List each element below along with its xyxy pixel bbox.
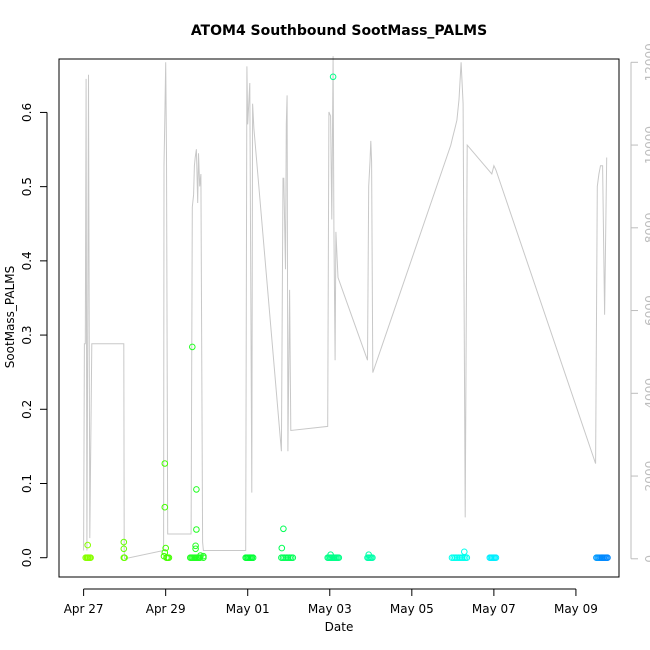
x-tick-label: May 01 — [226, 602, 270, 616]
data-point — [192, 542, 199, 550]
data-point — [329, 73, 337, 81]
chart-title: ATOM4 Southbound SootMass_PALMS — [191, 23, 487, 39]
data-point — [492, 554, 500, 562]
y-axis-label: SootMass_PALMS — [3, 266, 17, 369]
data-point — [189, 343, 196, 351]
y2-tick-label: 0 — [643, 555, 650, 563]
x-tick-label: May 05 — [390, 602, 434, 616]
y2-tick-label: 10000 — [643, 126, 650, 164]
data-point — [604, 554, 611, 562]
plot-frame — [58, 58, 620, 578]
y2-tick-label: 6000 — [643, 295, 650, 326]
y-tick-label: 0.5 — [20, 177, 34, 196]
data-point — [162, 544, 169, 552]
data-point — [165, 554, 173, 562]
data-point — [335, 554, 343, 562]
y-tick-label: 0.3 — [20, 326, 34, 345]
data-point — [87, 554, 94, 562]
scatter-points-layer — [82, 73, 611, 562]
data-point — [121, 554, 128, 562]
x-tick-label: May 07 — [472, 602, 516, 616]
altitude-line-layer — [83, 56, 608, 560]
data-point — [249, 554, 257, 562]
x-axis: Apr 27 Apr 29 May 01 May 03 May 05 May 07 May … — [64, 588, 598, 616]
y2-tick-label: 12000 — [643, 43, 650, 81]
x-tick-label: Apr 27 — [64, 602, 104, 616]
data-point — [369, 554, 376, 562]
x-tick-label: Apr 29 — [146, 602, 186, 616]
y2-tick-label: 4000 — [643, 378, 650, 409]
data-point — [280, 525, 287, 533]
y2-tick-label: 8000 — [643, 213, 650, 244]
data-point — [120, 538, 128, 546]
x-tick-label: May 03 — [308, 602, 352, 616]
y-tick-label: 0.0 — [20, 548, 34, 567]
y2-tick-label: 2000 — [643, 461, 650, 492]
data-point — [200, 554, 207, 562]
y-axis: 0.0 0.1 0.2 0.3 0.4 0.5 0.6 — [20, 103, 48, 567]
y2-axis: 0 2000 4000 6000 8000 10000 12000 — [630, 43, 650, 563]
data-point — [193, 526, 200, 533]
data-point — [193, 486, 200, 493]
x-axis-label: Date — [325, 620, 354, 634]
data-point — [192, 545, 199, 553]
y-tick-label: 0.6 — [20, 103, 34, 122]
data-point — [161, 460, 169, 467]
y-tick-label: 0.2 — [20, 400, 34, 419]
data-point — [84, 541, 91, 549]
data-point — [161, 503, 169, 511]
data-point — [463, 554, 471, 562]
y-tick-label: 0.1 — [20, 474, 34, 493]
data-point — [196, 554, 204, 562]
y-tick-label: 0.4 — [20, 251, 34, 270]
data-point — [461, 548, 468, 556]
data-point — [120, 545, 128, 553]
altitude-line — [83, 56, 608, 560]
data-point — [289, 554, 297, 562]
data-point — [278, 544, 286, 552]
x-tick-label: May 09 — [554, 602, 598, 616]
